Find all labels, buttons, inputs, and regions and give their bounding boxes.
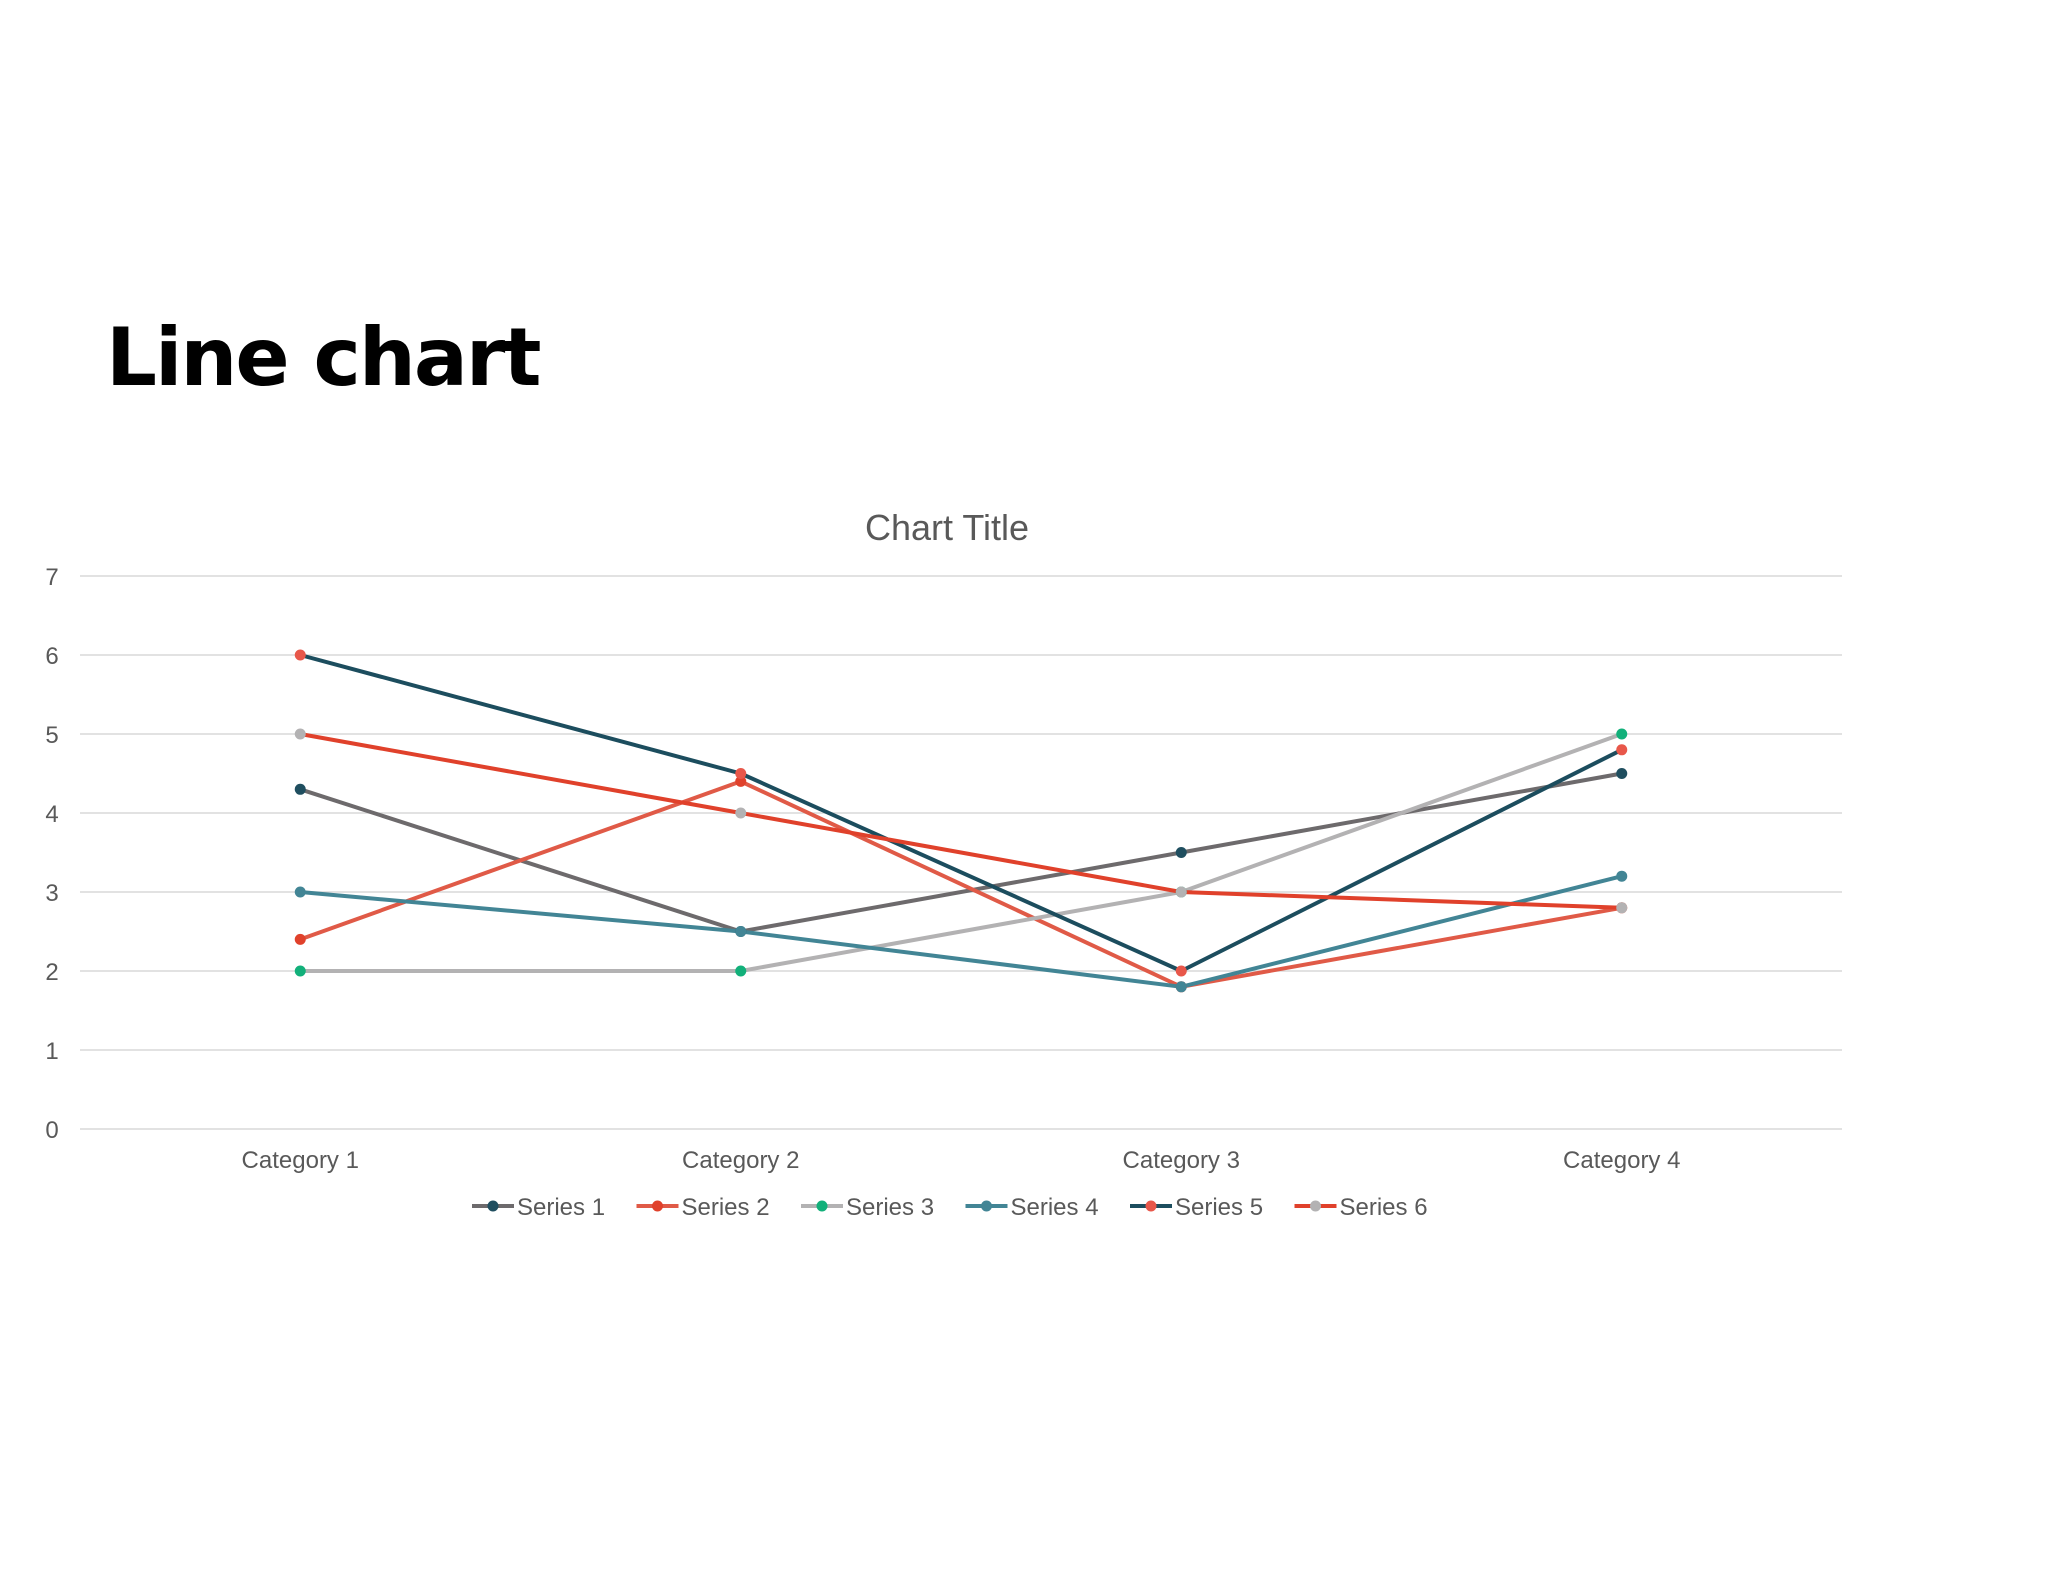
y-tick-label: 2 xyxy=(45,959,58,986)
legend-marker-5 xyxy=(1145,1200,1157,1212)
y-tick-label: 7 xyxy=(45,564,58,591)
x-tick-label: Category 4 xyxy=(1563,1147,1680,1174)
legend-label-3: Series 3 xyxy=(846,1194,934,1221)
series-4-point xyxy=(294,886,306,898)
legend-label-6: Series 6 xyxy=(1340,1194,1428,1221)
y-tick-label: 5 xyxy=(45,722,58,749)
series-3-point xyxy=(294,965,306,977)
series-line-6 xyxy=(298,732,1624,910)
legend-label-5: Series 5 xyxy=(1175,1194,1263,1221)
series-line-4 xyxy=(298,874,1624,989)
legend-marker-6 xyxy=(1310,1200,1321,1212)
legend-marker-2 xyxy=(652,1200,663,1212)
series-4-point xyxy=(1616,870,1628,882)
series-5-point xyxy=(294,649,306,661)
y-tick-label: 0 xyxy=(45,1117,58,1144)
legend-label-4: Series 4 xyxy=(1011,1194,1099,1221)
y-tick-label: 3 xyxy=(45,880,58,907)
series-5-point xyxy=(1616,744,1628,756)
series-1-point xyxy=(294,783,306,795)
series-4-point xyxy=(735,926,747,937)
series-2-point xyxy=(735,775,747,787)
series-6-point xyxy=(1616,902,1628,914)
chart-title: Chart Title xyxy=(865,507,1029,548)
legend-marker-1 xyxy=(487,1200,499,1212)
series-3-point xyxy=(1616,728,1628,740)
y-tick-label: 1 xyxy=(45,1038,58,1065)
legend-marker-4 xyxy=(981,1200,992,1212)
series-5-point xyxy=(1175,965,1187,977)
x-tick-label: Category 2 xyxy=(682,1147,799,1174)
series-1-point xyxy=(1175,847,1187,858)
series-3-point xyxy=(735,965,747,977)
series-line-5 xyxy=(298,653,1624,973)
series-6-point xyxy=(294,728,306,740)
x-tick-label: Category 1 xyxy=(242,1147,359,1174)
series-6-point xyxy=(1175,886,1187,898)
series-line-2 xyxy=(298,779,1624,989)
series-5-point xyxy=(735,768,747,779)
series-line-3 xyxy=(298,732,1624,973)
legend-marker-3 xyxy=(816,1200,828,1212)
legend-label-2: Series 2 xyxy=(682,1194,770,1221)
slide-title: Line chart xyxy=(106,311,542,404)
series-2-point xyxy=(294,933,306,945)
legend-label-1: Series 1 xyxy=(517,1194,605,1221)
series-4-point xyxy=(1175,981,1187,993)
x-tick-label: Category 3 xyxy=(1123,1147,1240,1174)
series-6-point xyxy=(735,807,747,819)
y-tick-label: 4 xyxy=(45,801,58,828)
y-tick-label: 6 xyxy=(45,643,58,670)
series-1-point xyxy=(1616,768,1628,779)
